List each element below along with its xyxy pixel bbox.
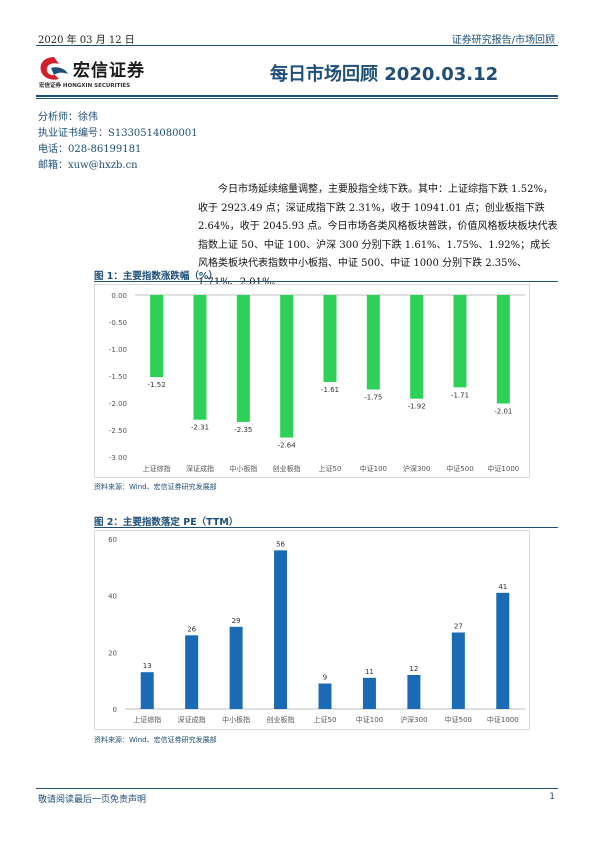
bar: [496, 592, 510, 709]
bar: [150, 295, 164, 378]
data-label: 12: [409, 665, 418, 673]
data-label: 9: [323, 674, 327, 682]
figure1-source: 资料来源：Wind、宏信证券研究发展部: [94, 483, 217, 491]
category-label: 深证成指: [178, 715, 206, 724]
logo-mark-icon: [40, 57, 68, 80]
category-label: 中小板指: [222, 715, 250, 724]
bar: [366, 295, 380, 390]
bar: [451, 632, 465, 709]
bar: [407, 675, 421, 709]
bar: [236, 295, 250, 422]
bar: [318, 683, 332, 709]
figure1-rule: [94, 281, 558, 282]
report-date: 2020 年 03 月 12 日: [38, 35, 135, 46]
category-label: 上证综指: [133, 715, 161, 724]
data-label: 29: [232, 617, 241, 625]
y-tick-label: 0: [113, 706, 117, 714]
category-label: 中证500: [445, 715, 472, 724]
category-label: 沪深300: [400, 715, 427, 724]
company-logo: 宏信证券 宏信证券 HONGXIN SECURITIES: [37, 52, 162, 92]
y-tick-label: -2.50: [109, 427, 127, 435]
category-label: 中证1000: [487, 464, 519, 473]
logo-name: 宏信证券: [73, 61, 145, 81]
title-divider-thin: [36, 98, 558, 99]
data-label: -1.92: [408, 403, 426, 411]
category-label: 中证1000: [487, 715, 519, 724]
y-tick-label: -2.00: [109, 400, 127, 408]
y-tick-label: 40: [108, 593, 117, 601]
bar: [140, 672, 154, 709]
category-label: 深证成指: [186, 464, 214, 473]
report-category: 证券研究报告/市场回顾: [451, 35, 555, 46]
figure1-title: 图 1：主要指数涨跌幅（%）: [94, 271, 218, 282]
header-divider: [36, 45, 558, 46]
data-label: -2.31: [191, 424, 209, 432]
figure2-rule: [94, 527, 558, 528]
data-label: 13: [143, 662, 152, 670]
bar: [323, 295, 337, 382]
bar: [362, 677, 376, 709]
figure2-source: 资料来源：Wind、宏信证券研究发展部: [94, 736, 217, 744]
page-title: 每日市场回顾 2020.03.12: [270, 64, 499, 85]
category-label: 上证50: [319, 464, 342, 473]
data-label: 56: [276, 540, 285, 548]
y-tick-label: 20: [108, 649, 117, 657]
page-number: 1: [549, 792, 555, 802]
figure2-title: 图 2：主要指数落定 PE（TTM）: [94, 517, 239, 528]
data-label: -2.35: [234, 426, 252, 434]
y-tick-label: -0.50: [109, 319, 127, 327]
data-label: -2.64: [278, 442, 297, 450]
category-label: 中证500: [446, 464, 473, 473]
category-label: 中证100: [356, 715, 383, 724]
bar: [274, 550, 288, 709]
bar: [229, 626, 243, 709]
market-summary: 今日市场延续缩量调整，主要股指全线下跌。其中：上证综指下跌 1.52%，收于 2…: [198, 184, 558, 288]
bar: [193, 295, 207, 420]
analyst-name: 分析师：徐伟: [38, 112, 98, 123]
analyst-email[interactable]: 邮箱：xuw@hxzb.cn: [38, 160, 138, 171]
category-label: 沪深300: [403, 464, 430, 473]
data-label: -1.61: [321, 386, 339, 394]
data-label: -1.71: [451, 391, 469, 399]
data-label: 26: [187, 625, 196, 633]
bar: [410, 295, 424, 399]
data-label: 41: [498, 583, 507, 591]
y-tick-label: 0.00: [111, 292, 127, 300]
data-label: -2.01: [494, 408, 512, 416]
data-label: -1.52: [148, 381, 166, 389]
data-label: -1.75: [364, 394, 382, 402]
figure2-chart: 60 40 20 0 13 上证综指 26 深证成指 29 中小板指 56 创业板指 9 上证50 11 中证…: [94, 530, 530, 730]
title-divider: [36, 95, 558, 97]
category-label: 上证50: [314, 715, 337, 724]
bar: [280, 295, 294, 438]
category-label: 中小板指: [229, 464, 257, 473]
analyst-phone: 电话：028-86199181: [38, 144, 142, 155]
category-label: 上证综指: [143, 464, 171, 473]
data-label: 27: [454, 623, 463, 631]
bar: [496, 295, 510, 404]
y-tick-label: 60: [108, 536, 117, 544]
category-label: 中证100: [360, 464, 387, 473]
category-label: 创业板指: [267, 715, 295, 724]
y-tick-label: -1.50: [109, 373, 127, 381]
logo-subtitle: 宏信证券 HONGXIN SECURITIES: [39, 83, 131, 89]
y-tick-label: -3.00: [109, 454, 127, 462]
footer-divider: [36, 788, 558, 789]
analyst-cert: 执业证书编号：S1330514080001: [38, 128, 198, 139]
pe-bar-chart: 60 40 20 0 13 上证综指 26 深证成指 29 中小板指 56 创业板指 9 上证50 11 中证…: [108, 536, 525, 724]
category-label: 创业板指: [273, 464, 301, 473]
figure1-chart: 0.00 -0.50 -1.00 -1.50 -2.00 -2.50 -3.00 -1.52 上…: [94, 284, 530, 478]
change-bar-chart: 0.00 -0.50 -1.00 -1.50 -2.00 -2.50 -3.00 -1.52 上…: [109, 292, 525, 473]
y-tick-label: -1.00: [109, 346, 127, 354]
data-label: 11: [365, 668, 374, 676]
bar: [453, 295, 467, 388]
disclaimer-notice: 敬请阅读最后一页免责声明: [38, 795, 147, 805]
bar: [185, 635, 199, 709]
